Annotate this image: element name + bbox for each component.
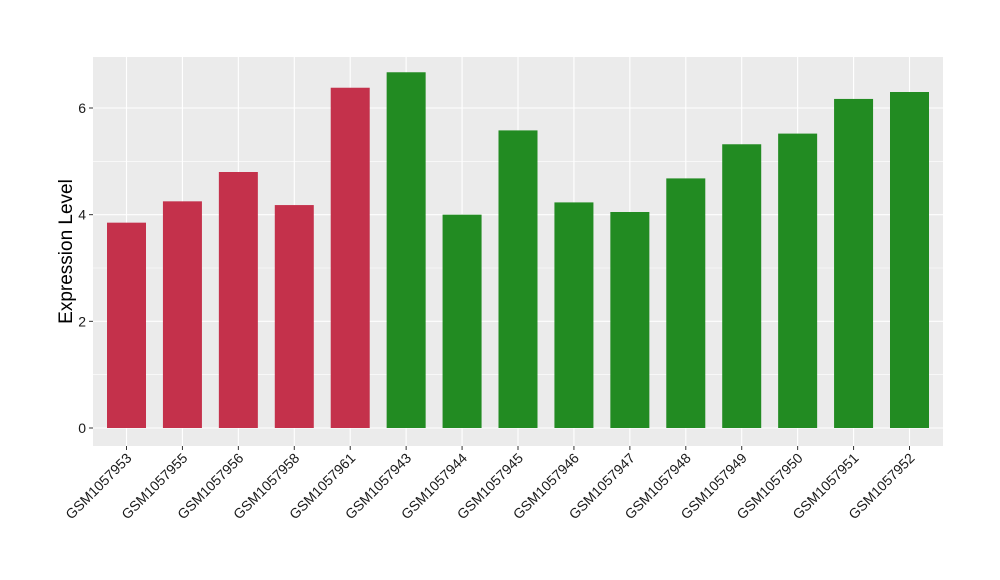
bar-GSM1057948	[666, 178, 706, 428]
bar-GSM1057944	[442, 214, 482, 428]
y-tick-label: 6	[78, 100, 86, 116]
y-axis: 0 2 4 6	[78, 100, 93, 436]
y-tick-label: 4	[78, 207, 86, 223]
bars	[107, 72, 929, 429]
y-axis-title: Expression Level	[56, 179, 77, 324]
bar-GSM1057953	[107, 222, 146, 428]
bar-GSM1057950	[778, 133, 818, 428]
bar-GSM1057956	[218, 172, 258, 428]
y-tick-label: 0	[78, 420, 86, 436]
bar-GSM1057955	[162, 201, 202, 428]
bar-GSM1057945	[498, 130, 538, 428]
bar-GSM1057952	[890, 92, 929, 428]
bar-GSM1057958	[274, 205, 314, 428]
bar-GSM1057943	[386, 72, 426, 429]
bar-GSM1057961	[330, 87, 370, 428]
bar-GSM1057951	[834, 98, 874, 428]
bar-GSM1057947	[610, 212, 650, 428]
bar-GSM1057946	[554, 202, 594, 428]
y-tick-label: 2	[78, 313, 86, 329]
bar-GSM1057949	[722, 144, 762, 428]
x-axis: GSM1057953GSM1057955GSM1057956GSM1057958…	[62, 446, 918, 522]
